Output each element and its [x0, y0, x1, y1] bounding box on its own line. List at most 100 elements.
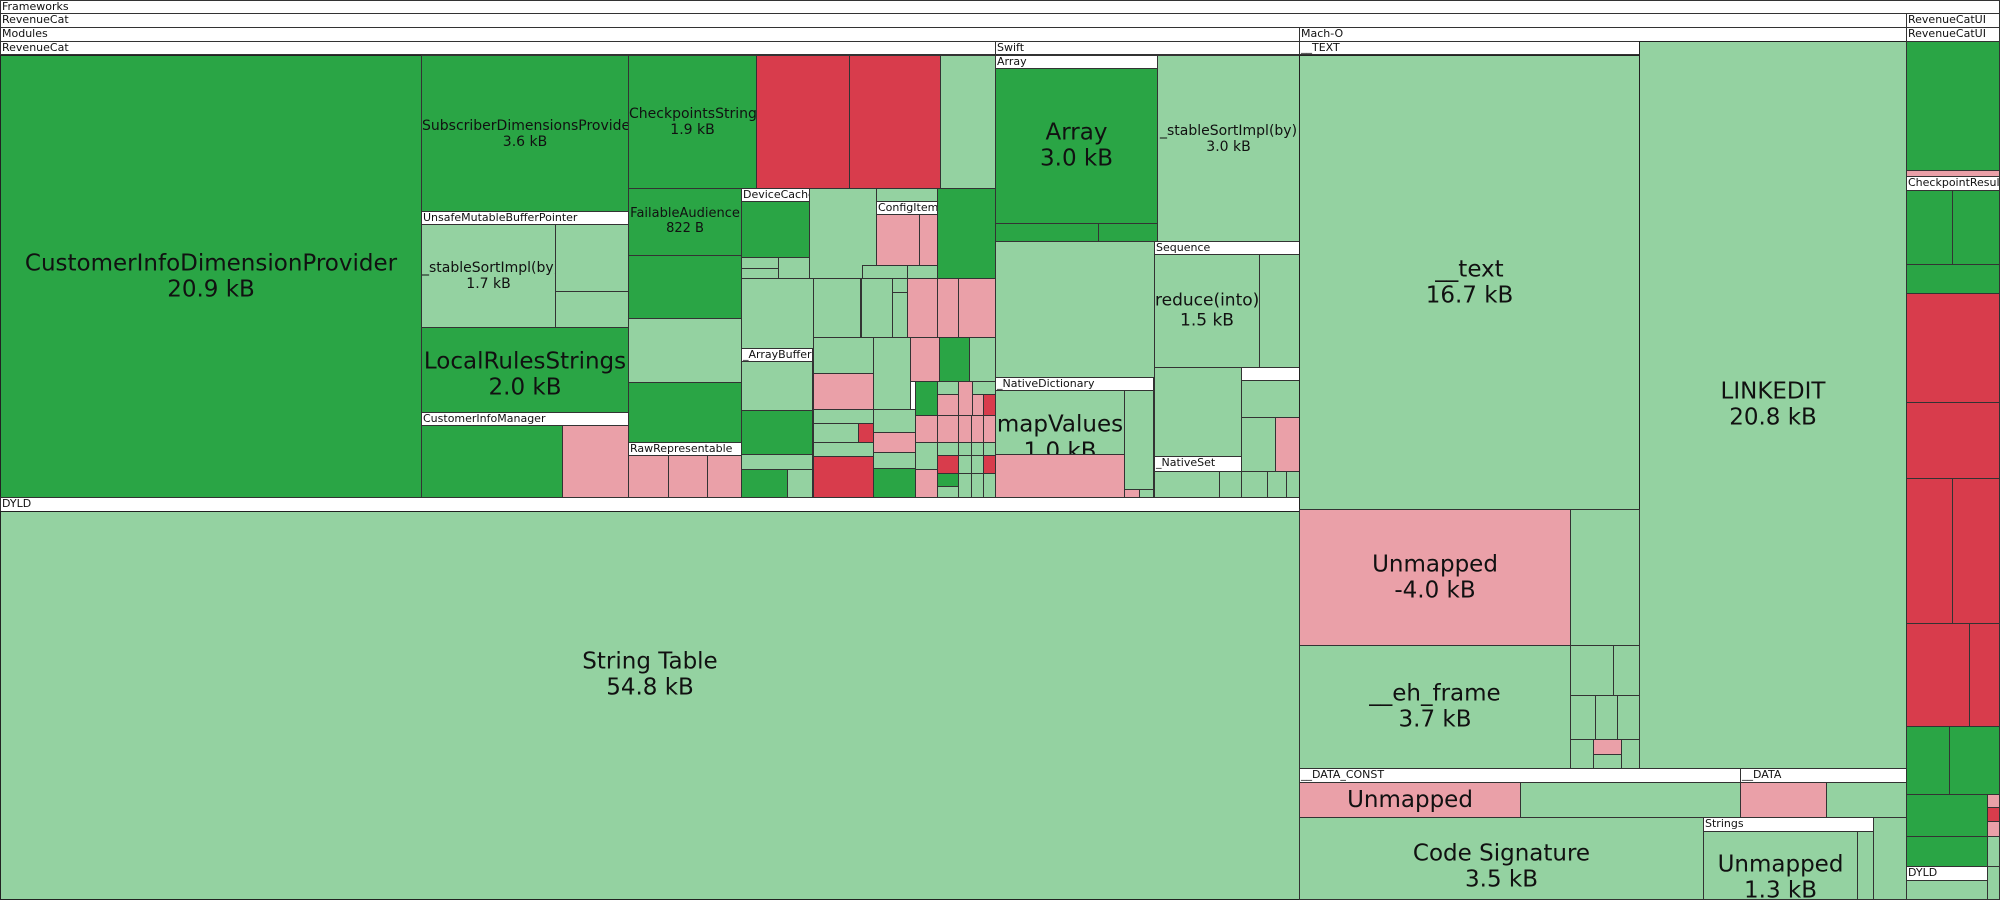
swift-block[interactable]	[1241, 471, 1268, 498]
dyld-right-block[interactable]	[1906, 880, 1988, 900]
swift-block[interactable]	[1154, 367, 1242, 457]
config-item-header[interactable]: ConfigItem	[876, 201, 938, 215]
mach-o-block[interactable]	[1873, 817, 1907, 900]
text-block[interactable]	[1595, 695, 1618, 740]
module-block[interactable]	[958, 381, 973, 416]
module-block[interactable]	[937, 473, 959, 487]
module-block[interactable]	[876, 188, 938, 202]
data-const-header[interactable]: __DATA_CONST	[1299, 768, 1741, 783]
swift-block[interactable]	[1286, 471, 1300, 498]
module-block[interactable]	[873, 468, 916, 498]
modules-header[interactable]: Modules	[0, 27, 1300, 42]
stable-sort-right-node[interactable]: _stableSortImpl(by) 3.0 kB	[1157, 55, 1300, 242]
revenuecatui-block[interactable]	[1969, 623, 2000, 727]
revenuecatui-block[interactable]	[1949, 726, 2000, 795]
local-rules-strings-node[interactable]: LocalRulesStrings 2.0 kB	[421, 327, 629, 413]
module-block[interactable]	[892, 278, 908, 293]
module-block[interactable]	[910, 337, 940, 382]
revenuecatui-framework-header[interactable]: RevenueCatUI	[1906, 13, 2000, 28]
module-block[interactable]	[907, 278, 938, 338]
module-block[interactable]	[813, 409, 874, 424]
module-block[interactable]	[628, 318, 742, 383]
module-block[interactable]	[940, 55, 996, 189]
text-block[interactable]	[1613, 645, 1640, 696]
module-block[interactable]	[813, 278, 861, 338]
unsafe-mutable-buffer-pointer-header[interactable]: UnsafeMutableBufferPointer	[421, 211, 629, 225]
sequence-header[interactable]: Sequence	[1154, 241, 1300, 255]
module-block[interactable]	[813, 442, 874, 457]
module-block[interactable]	[958, 473, 972, 498]
linkedit-node[interactable]: LINKEDIT 20.8 kB	[1639, 41, 1907, 769]
module-block[interactable]	[915, 469, 938, 498]
unmapped-strings-node[interactable]: Unmapped 1.3 kB	[1703, 831, 1858, 900]
device-cache-block[interactable]	[741, 201, 810, 258]
revenuecatui-module-header[interactable]: RevenueCatUI	[1906, 27, 2000, 42]
swift-block[interactable]	[995, 241, 1155, 378]
module-block[interactable]	[958, 415, 972, 443]
module-block[interactable]	[892, 292, 908, 338]
module-block[interactable]	[628, 382, 742, 443]
module-block[interactable]	[958, 278, 996, 338]
array-block[interactable]	[995, 223, 1099, 242]
data-block[interactable]	[1740, 782, 1827, 818]
module-block[interactable]	[937, 278, 959, 338]
checkpoint-result-block[interactable]	[1906, 190, 1953, 265]
module-block[interactable]	[915, 442, 938, 470]
strings-block[interactable]	[1857, 831, 1874, 900]
array-buffer-block[interactable]	[741, 361, 813, 411]
buffer-pointer-block[interactable]	[555, 291, 629, 328]
reduce-into-node[interactable]: reduce(into) 1.5 kB	[1154, 254, 1260, 368]
module-block[interactable]	[813, 373, 874, 410]
module-block[interactable]	[858, 423, 874, 443]
swift-block[interactable]	[1275, 417, 1300, 472]
text-block[interactable]	[1570, 739, 1594, 769]
native-dictionary-header[interactable]: _NativeDictionary	[995, 377, 1154, 391]
swift-header[interactable]: Swift	[995, 41, 1300, 55]
module-block[interactable]	[915, 381, 938, 416]
stable-sort-left-node[interactable]: _stableSortImpl(by) 1.7 kB	[421, 224, 556, 328]
module-block[interactable]	[849, 55, 941, 189]
revenuecatui-block[interactable]	[1987, 821, 2000, 837]
native-dictionary-block[interactable]	[1124, 390, 1154, 490]
frameworks-header[interactable]: Frameworks	[0, 0, 2000, 14]
swift-block[interactable]	[1241, 367, 1300, 381]
module-block[interactable]	[813, 456, 874, 498]
unmapped-large-node[interactable]: Unmapped -4.0 kB	[1299, 509, 1571, 646]
module-block[interactable]	[972, 381, 996, 395]
module-block[interactable]	[628, 255, 742, 319]
text-block[interactable]	[1621, 739, 1640, 769]
subscriber-dimensions-provider-node[interactable]: SubscriberDimensionsProvider 3.6 kB	[421, 55, 629, 212]
buffer-pointer-block[interactable]	[555, 224, 629, 292]
raw-representable-block[interactable]	[668, 455, 708, 498]
module-block[interactable]	[873, 452, 916, 469]
native-set-header[interactable]: _NativeSet	[1154, 456, 1242, 472]
swift-block[interactable]	[1241, 417, 1276, 472]
mach-o-header[interactable]: Mach-O	[1299, 27, 1907, 42]
module-block[interactable]	[873, 409, 916, 433]
revenuecatui-block[interactable]	[1906, 293, 2000, 403]
module-block[interactable]	[958, 455, 972, 474]
module-block[interactable]	[958, 442, 972, 456]
data-block[interactable]	[1826, 782, 1907, 818]
array-header[interactable]: Array	[995, 55, 1158, 69]
text-block[interactable]	[1617, 695, 1640, 740]
config-item-block[interactable]	[876, 214, 920, 266]
revenuecat-framework-header[interactable]: RevenueCat	[0, 13, 1907, 28]
checkpoint-result-block[interactable]	[1952, 190, 2000, 265]
unmapped-data-const-node[interactable]: Unmapped	[1299, 782, 1521, 818]
module-block[interactable]	[937, 455, 959, 474]
revenuecatui-block[interactable]	[1906, 836, 1988, 867]
array-buffer-header[interactable]: _ArrayBuffer	[741, 348, 813, 362]
failable-audience-node[interactable]: FailableAudience 822 B	[628, 188, 742, 256]
array-node[interactable]: Array 3.0 kB	[995, 68, 1158, 224]
native-set-block[interactable]	[1219, 471, 1242, 498]
revenuecatui-block[interactable]	[1906, 402, 2000, 479]
text-block[interactable]	[1593, 754, 1622, 769]
revenuecatui-block[interactable]	[1987, 836, 2000, 867]
device-cache-header[interactable]: DeviceCache	[741, 188, 810, 202]
customer-info-manager-block[interactable]	[562, 425, 629, 498]
module-block[interactable]	[969, 337, 996, 382]
text-block[interactable]	[1570, 695, 1596, 740]
map-values-node[interactable]: mapValues 1.0 kB	[995, 390, 1125, 455]
revenuecatui-block[interactable]	[1987, 807, 2000, 822]
